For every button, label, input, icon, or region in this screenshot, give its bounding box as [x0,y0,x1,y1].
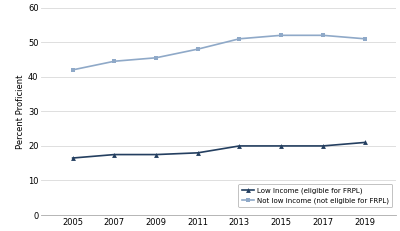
Low Income (eligible for FRPL) [154,153,158,156]
Y-axis label: Percent Proficient: Percent Proficient [16,74,25,149]
Low Income (eligible for FRPL) [112,153,117,156]
Low Income (eligible for FRPL) [320,145,325,147]
Low Income (eligible for FRPL) [195,152,200,154]
Not low income (not eligible for FRPL) [154,56,158,59]
Not low income (not eligible for FRPL) [112,60,117,63]
Not low income (not eligible for FRPL) [362,37,367,40]
Line: Not low income (not eligible for FRPL): Not low income (not eligible for FRPL) [70,33,367,72]
Low Income (eligible for FRPL) [362,141,367,144]
Not low income (not eligible for FRPL) [195,48,200,51]
Not low income (not eligible for FRPL) [70,69,75,71]
Not low income (not eligible for FRPL) [237,37,242,40]
Line: Low Income (eligible for FRPL): Low Income (eligible for FRPL) [70,140,367,161]
Not low income (not eligible for FRPL) [279,34,284,37]
Low Income (eligible for FRPL) [237,145,242,147]
Low Income (eligible for FRPL) [70,157,75,159]
Low Income (eligible for FRPL) [279,145,284,147]
Legend: Low Income (eligible for FRPL), Not low income (not eligible for FRPL): Low Income (eligible for FRPL), Not low … [238,184,392,207]
Not low income (not eligible for FRPL) [320,34,325,37]
